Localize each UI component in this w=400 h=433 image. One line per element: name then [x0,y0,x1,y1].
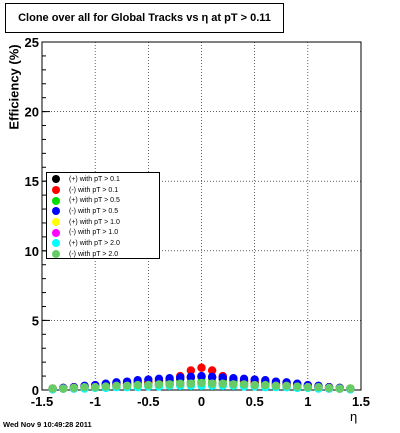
data-point [335,384,344,393]
data-point [186,366,196,375]
data-point [186,372,196,381]
x-tick-label: 1 [304,394,311,409]
legend-label: (-) with pT > 2.0 [69,250,119,258]
data-point [90,383,100,392]
y-tick-label: 25 [25,35,39,50]
data-point [133,380,142,390]
legend-entry: (+) with pT > 0.5 [47,195,159,206]
y-axis-title: Efficiency (%) [6,44,22,130]
data-point [282,381,291,391]
data-point [122,381,132,391]
data-points [48,363,355,394]
data-point [314,383,323,392]
data-point [48,384,57,393]
y-tick-label: 20 [25,105,39,120]
data-point [346,384,355,393]
y-tick-label: 10 [25,244,39,259]
x-tick-label: -1.5 [31,394,53,409]
data-point [250,380,259,390]
legend-marker-4 [52,218,60,227]
legend-entry: (-) with pT > 0.5 [47,206,159,217]
data-point [59,384,68,393]
data-point [261,380,270,390]
data-point [207,366,217,375]
data-point [154,380,164,389]
x-tick-label: 0.5 [246,394,264,409]
data-point [101,382,111,391]
legend-entry: (+) with pT > 1.0 [47,217,159,228]
data-point [176,373,185,382]
legend-label: (+) with pT > 1.0 [69,218,120,226]
data-point [197,371,206,381]
legend-marker-3 [52,207,60,216]
data-point [293,382,302,391]
legend-entry: (+) with pT > 2.0 [47,238,159,249]
data-point [112,381,121,391]
data-point [239,380,249,389]
legend-entry: (-) with pT > 1.0 [47,227,159,238]
legend-marker-6 [52,239,60,248]
legend-entry: (-) with pT > 2.0 [47,249,159,260]
data-point [324,383,334,393]
data-point [303,383,313,392]
legend-label: (-) with pT > 1.0 [69,229,119,237]
data-point [207,379,217,388]
x-axis-title: η [350,409,358,424]
data-point [197,378,206,388]
y-tick-label: 0 [32,383,39,398]
legend-marker-2 [52,196,60,205]
data-point [218,373,227,382]
legend-label: (-) with pT > 0.5 [69,207,119,215]
legend-label: (+) with pT > 0.5 [69,197,120,205]
series-7 [48,378,355,393]
legend-marker-1 [52,186,60,195]
data-point [69,383,79,393]
data-point [229,373,238,383]
legend-label: (+) with pT > 0.1 [69,175,120,183]
data-point [80,383,89,392]
x-tick-label: -1 [89,394,101,409]
legend-marker-5 [52,228,60,237]
legend-marker-7 [52,250,60,259]
x-tick-label: 0 [198,394,205,409]
data-point [186,379,196,388]
chart-title: Clone over all for Global Tracks vs η at… [5,3,284,33]
y-tick-label: 5 [32,313,39,328]
tick-labels: -1.5 -1 -0.5 0 0.5 1 1.5 0 5 10 15 20 25 [25,35,371,409]
legend-label: (-) with pT > 0.1 [69,186,119,194]
legend-entry: (+) with pT > 0.1 [47,174,159,185]
legend-marker-0 [52,175,60,184]
x-tick-label: -0.5 [137,394,159,409]
data-point [165,380,174,389]
data-point [197,363,206,372]
legend: (+) with pT > 0.1 (-) with pT > 0.1 (+) … [46,172,160,259]
data-point [218,379,227,388]
x-tick-label: 1.5 [352,394,370,409]
legend-entry: (-) with pT > 0.1 [47,185,159,196]
y-tick-label: 15 [25,174,39,189]
timestamp: Wed Nov 9 10:49:28 2011 [3,420,92,429]
legend-label: (+) with pT > 2.0 [69,239,120,247]
data-point [207,372,217,381]
data-point [176,379,185,388]
data-point [144,380,153,390]
data-point [271,381,281,391]
data-point [165,373,174,383]
data-point [229,380,238,389]
